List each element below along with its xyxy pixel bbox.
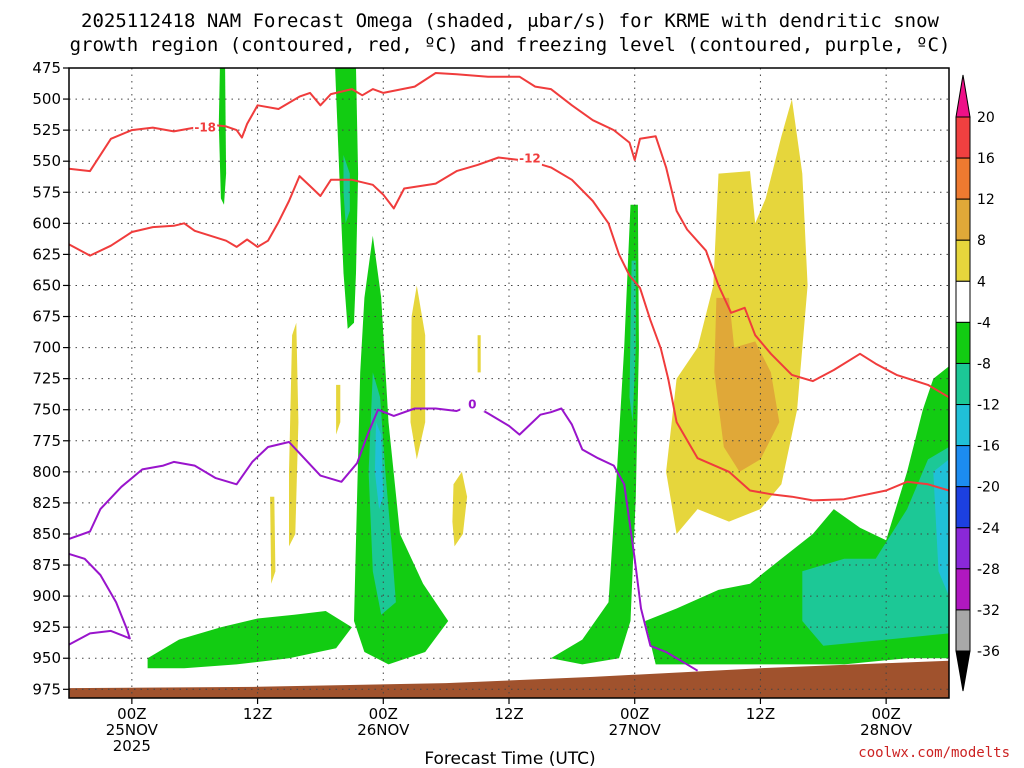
y-tick-label-575: 575 [32,183,61,201]
grid-layer [69,68,949,698]
y-tick-label-950: 950 [32,649,61,667]
contour-line-2 [68,403,699,672]
omega-region-ascent-day3-lower-inner [802,447,949,646]
y-tick-label-550: 550 [32,152,61,170]
chart-title-line1: 2025112418 NAM Forecast Omega (shaded, μ… [81,10,939,32]
x-tick-label-24-0: 00Z [369,705,398,723]
x-tick-label-72-1: 28NOV [860,721,913,739]
omega-region-descent-hour30 [452,471,468,547]
contour-label-bg-1 [517,150,542,166]
omega-region-ascent-hour23-plume-core [374,422,384,510]
colorbar-bin-8 [955,445,971,488]
terrain-layer [69,660,949,698]
colorbar-bin-10 [955,527,971,570]
colorbar-bin-2 [955,198,971,241]
omega-shading-layer [147,68,949,669]
omega-region-ascent-core-hour20-inner [343,155,350,224]
colorbar-label-8: -16 [977,439,1000,455]
y-tick-label-525: 525 [32,121,61,139]
y-tick-label-725: 725 [32,370,61,388]
omega-region-descent-hour27 [410,285,426,460]
colorbar: 20 16 12 8 4 -4 -8 -12 -16 -20 -24 -28 -32 -36 [955,74,1000,692]
colorbar-bin-6 [955,362,971,406]
y-tick-label-775: 775 [32,432,61,450]
y-tick-label-800: 800 [32,463,61,481]
x-tick-label-24-1: 26NOV [357,721,410,739]
x-tick-label-0-1: 25NOV [106,721,159,739]
credit-link[interactable]: coolwx.com/modelts [858,745,1010,761]
colorbar-bin-11 [955,568,971,611]
y-tick-label-600: 600 [32,214,61,232]
y-tick-label-875: 875 [32,556,61,574]
colorbar-label-5: -4 [977,315,991,331]
colorbar-label-10: -24 [977,521,1000,537]
x-tick-label-0-0: 00Z [117,705,146,723]
colorbar-label-12: -32 [977,603,1000,619]
colorbar-top-arrow [955,74,971,118]
colorbar-label-2: 12 [977,192,995,208]
y-tick-label-650: 650 [32,276,61,294]
contour-label-bg-2 [460,396,485,412]
colorbar-bin-5 [955,321,971,364]
colorbar-label-9: -20 [977,480,1000,496]
colorbar-bin-1 [955,157,971,200]
y-tick-label-850: 850 [32,525,61,543]
contour-label-1: -12 [519,152,541,166]
omega-region-ascent-day3-lower-core [933,459,949,597]
colorbar-bin-4 [955,280,971,323]
y-tick-label-750: 750 [32,401,61,419]
contour-label-bg-0 [193,119,218,135]
x-tick-label-48-1: 27NOV [609,721,662,739]
contour-label-2: 0 [468,398,476,412]
x-tick-label-60-0: 12Z [746,705,775,723]
y-tick-label-825: 825 [32,494,61,512]
colorbar-bin-9 [955,486,971,529]
colorbar-label-11: -28 [977,562,1000,578]
contour-line-3 [68,552,131,646]
y-tick-label-975: 975 [32,680,61,698]
colorbar-bin-12 [955,609,971,652]
colorbar-bin-3 [955,239,971,282]
y-tick-label-700: 700 [32,339,61,357]
colorbar-bin-0 [955,116,971,159]
x-axis-title: Forecast Time (UTC) [424,749,595,768]
omega-region-descent-hour20-small [336,384,341,435]
colorbar-label-0: 20 [977,110,995,126]
chart-title-line2: growth region (contoured, red, ºC) and f… [70,34,951,56]
colorbar-label-6: -8 [977,356,991,372]
omega-region-descent-streak-hour13 [270,496,276,584]
y-tick-label-675: 675 [32,308,61,326]
colorbar-bin-7 [955,404,971,447]
colorbar-label-7: -12 [977,398,1000,414]
x-tick-label-48-0: 00Z [620,705,649,723]
contour-label-0: -18 [194,121,216,135]
y-tick-label-475: 475 [32,59,61,77]
colorbar-label-4: 4 [977,274,986,290]
colorbar-label-1: 16 [977,151,995,167]
terrain-fill [69,660,949,698]
x-tick-label-0-2: 2025 [113,737,151,755]
omega-region-descent-hour33 [477,335,481,373]
colorbar-label-3: 8 [977,233,986,249]
omega-region-ascent-hour9 [218,68,227,205]
y-tick-label-900: 900 [32,587,61,605]
y-axis: 475 500 525 550 575 600 625 650 675 700 725 750 775 8… [32,59,69,698]
contour-layer: -18 -12 0 [68,72,950,672]
x-tick-label-12-0: 12Z [243,705,272,723]
x-tick-label-72-0: 00Z [871,705,900,723]
omega-region-ascent-hour47-plume-inner [629,260,636,423]
omega-region-ascent-hour47-plume [550,204,639,665]
y-tick-label-625: 625 [32,245,61,263]
colorbar-bottom-arrow [955,650,971,692]
omega-region-descent-day3-core [714,297,780,472]
omega-region-ascent-low-level-day1 [147,611,352,669]
y-tick-label-925: 925 [32,618,61,636]
contour-line-1 [68,156,950,502]
x-tick-label-36-0: 12Z [494,705,523,723]
contour-line-0 [68,72,950,399]
y-tick-label-500: 500 [32,90,61,108]
colorbar-label-13: -36 [977,644,1000,660]
